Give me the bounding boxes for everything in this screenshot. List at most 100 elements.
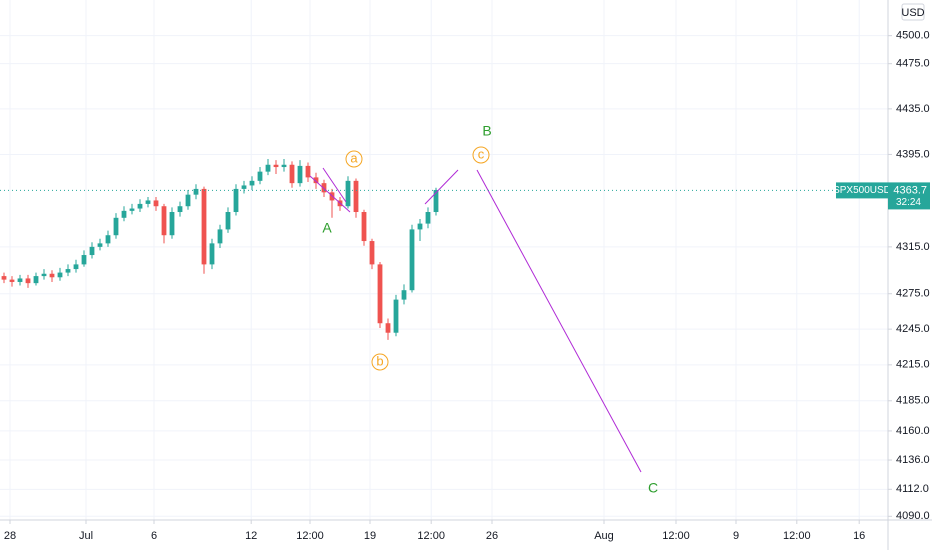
candle-body <box>385 323 391 333</box>
symbol-box <box>836 182 888 199</box>
currency-box[interactable] <box>901 3 925 21</box>
wave-drawings: a b c A B C <box>309 123 658 496</box>
candle-body <box>297 165 303 184</box>
candle-body <box>273 164 279 168</box>
wave-circle <box>472 146 490 164</box>
candle-body <box>193 188 199 195</box>
y-tick-label: 4435.0 <box>896 103 930 115</box>
candle-body <box>161 206 167 236</box>
candle-body <box>281 164 287 168</box>
wave-circle <box>371 353 389 371</box>
x-tick-label: 28 <box>4 530 16 542</box>
candle-body <box>201 188 207 265</box>
y-tick-label: 4500.0 <box>896 30 930 42</box>
y-tick-label: 4245.0 <box>896 323 930 335</box>
wedge-line <box>322 167 347 203</box>
candle-body <box>177 206 183 213</box>
trend-line <box>424 169 459 205</box>
candle-body <box>113 217 119 236</box>
y-tick-label: 4160.0 <box>896 425 930 437</box>
candle-body <box>105 235 111 244</box>
candle-body <box>305 165 311 178</box>
candle-body <box>145 200 151 204</box>
grid <box>0 0 888 520</box>
candle-body <box>121 210 127 218</box>
currency-label: USD <box>901 7 924 19</box>
candle-body <box>1 276 7 280</box>
candle-body <box>289 164 295 184</box>
candle-body <box>73 264 79 270</box>
candle-body <box>265 164 271 172</box>
candle-body <box>257 171 263 181</box>
candle-body <box>57 272 63 278</box>
x-tick-label: Aug <box>594 530 614 542</box>
y-tick-label: 4185.0 <box>896 395 930 407</box>
symbol-label: SPX500USD <box>833 185 891 196</box>
wave-label: c <box>478 146 485 161</box>
x-tick-label: 12:00 <box>662 530 690 542</box>
candle-body <box>81 255 87 265</box>
wave-label: A <box>322 220 332 236</box>
x-tick-label: 19 <box>364 530 376 542</box>
candle-body <box>17 278 23 282</box>
x-tick-label: 9 <box>733 530 739 542</box>
wave-label: a <box>350 150 358 165</box>
x-tick-label: 26 <box>486 530 498 542</box>
x-tick-label: 12:00 <box>296 530 324 542</box>
candle-body <box>65 269 71 273</box>
candle-body <box>33 276 39 284</box>
candle-body <box>321 183 327 193</box>
wave-label: b <box>376 353 383 368</box>
candle-body <box>49 273 55 278</box>
candle-body <box>313 177 319 184</box>
candle-body <box>225 212 231 230</box>
y-tick-label: 4215.0 <box>896 359 930 371</box>
candle-body <box>169 212 175 236</box>
candle-body <box>369 241 375 265</box>
candle-body <box>401 290 407 300</box>
y-tick-label: 4475.0 <box>896 58 930 70</box>
candle-body <box>409 229 415 291</box>
candle-body <box>353 180 359 213</box>
x-tick-label: 16 <box>853 530 865 542</box>
candle-body <box>249 180 255 186</box>
candle-body <box>97 243 103 247</box>
axes: 4500.0 4475.0 4435.0 4395.0 4315.0 4275.0 4245… <box>0 30 930 542</box>
candle-body <box>153 200 159 207</box>
candle-body <box>345 180 351 207</box>
countdown-label: 32:24 <box>896 197 921 208</box>
candle-body <box>89 246 95 256</box>
candle-body <box>129 208 135 211</box>
candle-body <box>9 279 15 282</box>
wave-label: B <box>482 123 491 139</box>
y-tick-label: 4090.0 <box>896 510 930 522</box>
wave-circle <box>345 150 363 168</box>
candle-body <box>41 273 47 277</box>
candle-body <box>241 185 247 189</box>
candle-body <box>233 188 239 213</box>
x-tick-label: 6 <box>151 530 157 542</box>
candle-body <box>393 299 399 333</box>
candle-body <box>417 223 423 230</box>
candle-body <box>25 278 31 284</box>
candles <box>1 159 439 340</box>
candle-body <box>425 212 431 224</box>
candle-body <box>209 243 215 265</box>
x-tick-label: 12:00 <box>417 530 445 542</box>
candle-body <box>185 194 191 207</box>
wave-label: C <box>648 480 658 496</box>
x-tick-label: Jul <box>79 530 93 542</box>
candle-body <box>433 190 439 213</box>
y-tick-label: 4275.0 <box>896 288 930 300</box>
y-tick-label: 4112.0 <box>896 483 929 495</box>
wedge-line <box>309 175 351 213</box>
x-tick-label: 12:00 <box>783 530 811 542</box>
candle-body <box>137 203 143 209</box>
y-tick-label: 4136.0 <box>896 454 930 466</box>
candle-body <box>377 264 383 324</box>
projection-line <box>476 169 642 473</box>
candle-body <box>217 229 223 244</box>
candle-body <box>361 212 367 242</box>
y-tick-label: 4395.0 <box>896 148 930 160</box>
